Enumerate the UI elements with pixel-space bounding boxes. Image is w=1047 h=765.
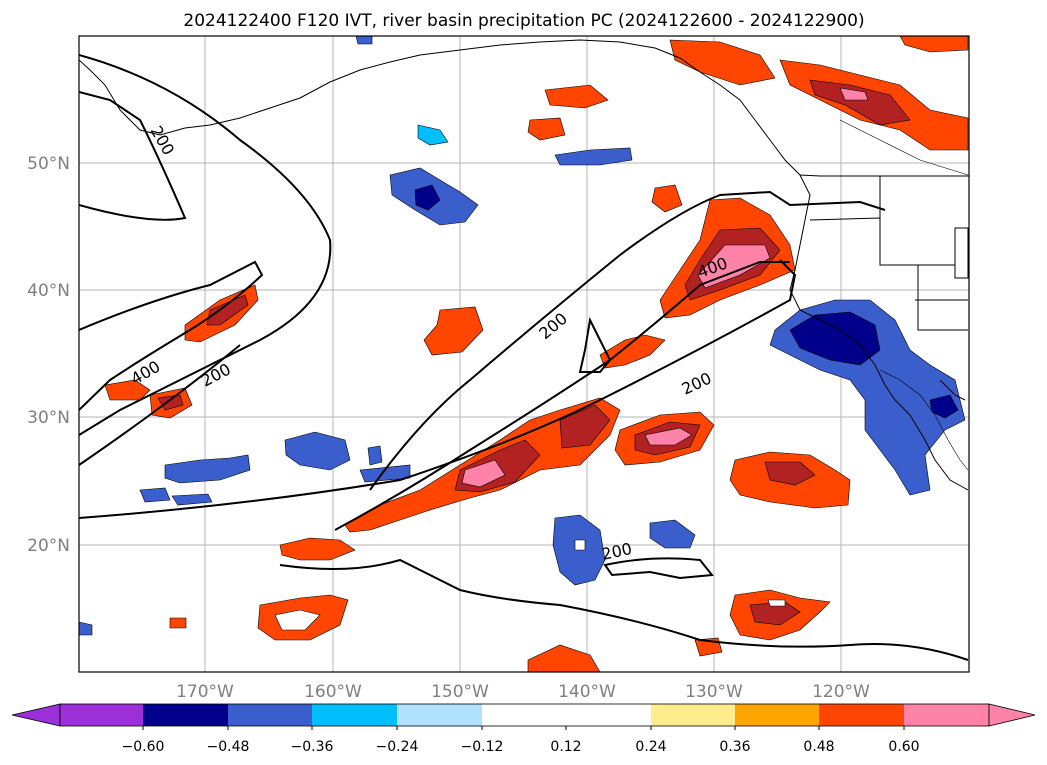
colorbar-tick-label: 0.24 (635, 739, 666, 755)
lat-tick: 20°N (27, 536, 70, 556)
lat-tick: 50°N (27, 154, 70, 174)
pc-region-gulf-center (544, 84, 609, 109)
negative-pc-regions (79, 36, 966, 636)
pc-region-alaska-top (669, 39, 776, 86)
lon-tick: 160°W (304, 682, 362, 702)
lat-tick: 30°N (27, 408, 70, 428)
ivt-contour-200-west (79, 54, 332, 436)
colorbar-cells (59, 703, 990, 727)
colorbar-cell (904, 704, 989, 726)
lon-tick: 140°W (558, 682, 616, 702)
figure-title: 2024122400 F120 IVT, river basin precipi… (183, 11, 864, 31)
ivt-contour-200-ar (79, 259, 797, 519)
ivt-contour-400-west (79, 260, 264, 411)
colorbar-cell (228, 704, 312, 726)
colorbar-tick-label: −0.36 (291, 739, 334, 755)
colorbar-tick-label: −0.24 (376, 739, 419, 755)
ivt-contour-400-ar (334, 261, 790, 531)
colorbar-tick-label: −0.60 (122, 739, 165, 755)
ivt-contour-200-south (279, 558, 969, 661)
map-frame (78, 35, 970, 673)
lat-tick: 40°N (27, 281, 70, 301)
ivt-contour-400-lower-west (79, 344, 241, 466)
coastlines (79, 39, 969, 491)
colorbar-cell (397, 704, 482, 726)
coastline-canada (799, 174, 969, 177)
colorbar-cell (735, 704, 819, 726)
lon-tick: 130°W (685, 682, 743, 702)
positive-pc-regions (104, 36, 969, 672)
colorbar-cell (312, 704, 397, 726)
colorbar-tick-label: 0.60 (888, 739, 919, 755)
colorbar-cell (143, 704, 228, 726)
colorbar-tick-label: −0.12 (461, 739, 504, 755)
lon-tick: 150°W (431, 682, 489, 702)
colorbar-cell (60, 704, 143, 726)
map-panel: 200 400 200 200 400 200 200 (78, 35, 970, 673)
colorbar-tick-label: 0.36 (719, 739, 750, 755)
colorbar-cell (819, 704, 904, 726)
colorbar-cell (651, 704, 735, 726)
colorbar: −0.60 −0.48 −0.36 −0.24 −0.12 0.12 0.24 0.36 0.4… (11, 703, 1036, 755)
colorbar-cell (482, 704, 566, 726)
ivt-contour-200-south-2 (603, 557, 714, 580)
colorbar-ticks: −0.60 −0.48 −0.36 −0.24 −0.12 0.12 0.24 0.36 0.4… (122, 726, 920, 755)
colorbar-tick-label: 0.48 (803, 739, 834, 755)
colorbar-tick-label: −0.48 (207, 739, 250, 755)
ivt-contour-200-left-inner (79, 91, 187, 221)
lon-tick-labels: 170°W 160°W 150°W 140°W 130°W 120°W (176, 682, 870, 702)
lon-tick: 170°W (176, 682, 234, 702)
lon-tick: 120°W (812, 682, 870, 702)
ivt-contours (79, 54, 969, 661)
colorbar-over-triangle (988, 703, 1036, 727)
lat-tick-labels: 50°N 40°N 30°N 20°N (27, 154, 70, 556)
ivt-contour-200-upper (369, 190, 886, 491)
colorbar-cell (566, 704, 651, 726)
coastline-aleutians (79, 39, 969, 491)
colorbar-under-triangle (11, 703, 61, 727)
colorbar-tick-label: 0.12 (550, 739, 581, 755)
